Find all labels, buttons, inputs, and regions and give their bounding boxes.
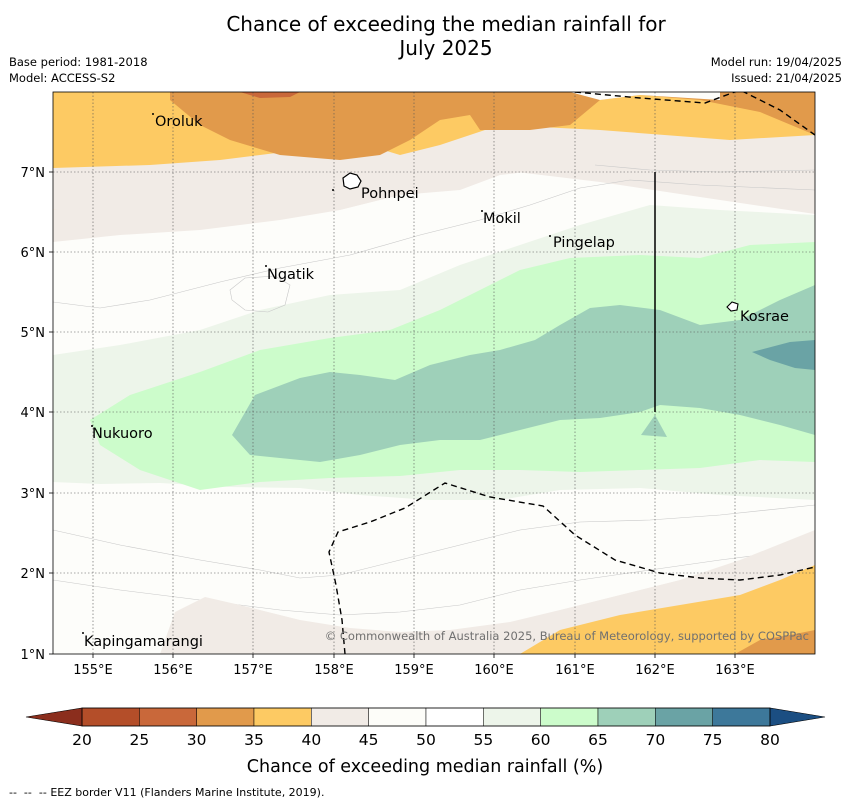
colorbar-tick-labels: 20 25 30 35 40 45 50 55 60 65 70 75 80 bbox=[72, 731, 780, 749]
meta-right: Model run: 19/04/2025 Issued: 21/04/2025 bbox=[711, 54, 842, 86]
colorbar-tick-label: 80 bbox=[760, 731, 780, 749]
contour-65 bbox=[232, 285, 815, 462]
colorbar-tick-label: 70 bbox=[645, 731, 665, 749]
contour-30-south bbox=[735, 630, 815, 654]
eez-legend-symbol: -- -- -- bbox=[9, 786, 47, 799]
contour-40-north-lower bbox=[53, 165, 815, 242]
issued-date: Issued: 21/04/2025 bbox=[731, 71, 842, 85]
map-frame bbox=[52, 91, 816, 655]
title-line-2: July 2025 bbox=[399, 36, 493, 60]
place-mokil: Mokil bbox=[483, 211, 521, 227]
colorbar-segment bbox=[540, 707, 599, 727]
contour-35-south bbox=[520, 565, 815, 654]
y-tick-label: 1°N bbox=[21, 648, 46, 663]
eez-legend: -- -- -- EEZ border V11 (Flanders Marine… bbox=[9, 786, 324, 799]
colorbar-tick-label: 75 bbox=[703, 731, 723, 749]
colorbar-segment bbox=[597, 707, 656, 727]
place-pohnpei: Pohnpei bbox=[361, 186, 419, 202]
x-tick-label: 157°E bbox=[233, 663, 273, 678]
colorbar-segment bbox=[712, 707, 771, 727]
colorbar-segment bbox=[425, 707, 484, 727]
colorbar-segment bbox=[253, 707, 312, 727]
model-run: Model run: 19/04/2025 bbox=[710, 55, 842, 69]
colorbar-label: Chance of exceeding median rainfall (%) bbox=[247, 757, 603, 777]
kosrae-island bbox=[726, 301, 739, 312]
atoll-dots bbox=[82, 113, 551, 634]
colorbar-frame bbox=[81, 707, 771, 727]
y-tick-label: 6°N bbox=[21, 246, 46, 261]
contour-40-north-fill bbox=[53, 135, 815, 214]
x-tick-label: 159°E bbox=[394, 663, 434, 678]
colorbar-tick-label: 60 bbox=[531, 731, 551, 749]
eez-legend-text: EEZ border V11 (Flanders Marine Institut… bbox=[50, 786, 325, 799]
colorbar-segment bbox=[139, 707, 197, 727]
colorbar-segments bbox=[81, 707, 771, 727]
pohnpei-island bbox=[342, 172, 362, 190]
x-tick-label: 158°E bbox=[314, 663, 354, 678]
colorbar-tick-label: 45 bbox=[359, 731, 379, 749]
place-kosrae: Kosrae bbox=[740, 309, 789, 325]
place-pingelap: Pingelap bbox=[553, 235, 615, 251]
x-tick-label: 160°E bbox=[474, 663, 514, 678]
contour-30-north bbox=[170, 92, 815, 160]
colorbar-under-arrow bbox=[25, 707, 83, 727]
colorbar-segment bbox=[81, 707, 140, 727]
colorbar-segment bbox=[483, 707, 541, 727]
x-tick-label: 162°E bbox=[635, 663, 675, 678]
x-tick-label: 156°E bbox=[153, 663, 193, 678]
contour-45-north-gap bbox=[570, 92, 720, 100]
colorbar-over-arrow bbox=[769, 707, 826, 727]
base-period: Base period: 1981-2018 bbox=[9, 55, 148, 69]
y-tick-label: 7°N bbox=[21, 166, 46, 181]
title-line-1: Chance of exceeding the median rainfall … bbox=[226, 12, 666, 36]
colorbar-tick-label: 50 bbox=[416, 731, 436, 749]
minor-contours bbox=[53, 164, 815, 616]
y-tick-label: 5°N bbox=[21, 326, 46, 341]
x-tick-label: 155°E bbox=[73, 663, 113, 678]
x-tick-label: 163°E bbox=[715, 663, 755, 678]
contour-ngatik-loop bbox=[229, 275, 291, 313]
contour-65-tip bbox=[641, 415, 667, 437]
meta-left: Base period: 1981-2018 Model: ACCESS-S2 bbox=[9, 54, 148, 86]
eez-border bbox=[328, 92, 815, 654]
x-tick-label: 161°E bbox=[555, 663, 595, 678]
contour-70 bbox=[752, 340, 815, 370]
colorbar-segment bbox=[311, 707, 369, 727]
y-tick-labels: 1°N 2°N 3°N 4°N 5°N 6°N 7°N bbox=[21, 166, 46, 663]
place-kapingamarangi: Kapingamarangi bbox=[84, 634, 203, 650]
x-tick-labels: 155°E 156°E 157°E 158°E 159°E 160°E 161°… bbox=[73, 663, 755, 678]
axis-tick-marks bbox=[49, 171, 736, 658]
place-nukuoro: Nukuoro bbox=[92, 426, 153, 442]
colorbar-tick-label: 65 bbox=[588, 731, 608, 749]
place-oroluk: Oroluk bbox=[155, 114, 203, 130]
colorbar-segment bbox=[196, 707, 255, 727]
colorbar-tick-label: 40 bbox=[301, 731, 321, 749]
chart-title: Chance of exceeding the median rainfall … bbox=[0, 12, 850, 60]
colorbar-tick-label: 25 bbox=[129, 731, 149, 749]
y-tick-label: 2°N bbox=[21, 567, 46, 582]
colorbar-segment bbox=[655, 707, 713, 727]
place-labels: Oroluk Pohnpei Mokil Pingelap Ngatik Kos… bbox=[84, 114, 789, 650]
colorbar-tick-label: 20 bbox=[72, 731, 92, 749]
y-tick-label: 3°N bbox=[21, 487, 46, 502]
contour-25-north bbox=[240, 92, 300, 98]
model-name: Model: ACCESS-S2 bbox=[9, 71, 116, 85]
colorbar-tick-label: 35 bbox=[244, 731, 264, 749]
colorbar-tick-label: 30 bbox=[187, 731, 207, 749]
colorbar: 20 25 30 35 40 45 50 55 60 65 70 75 80 bbox=[25, 707, 826, 749]
y-tick-label: 4°N bbox=[21, 406, 46, 421]
copyright-notice: © Commonwealth of Australia 2025, Bureau… bbox=[325, 629, 809, 643]
map-panel: Oroluk Pohnpei Mokil Pingelap Ngatik Kos… bbox=[53, 92, 815, 654]
colorbar-tick-label: 55 bbox=[473, 731, 493, 749]
colorbar-segment bbox=[368, 707, 427, 727]
place-ngatik: Ngatik bbox=[267, 267, 315, 283]
